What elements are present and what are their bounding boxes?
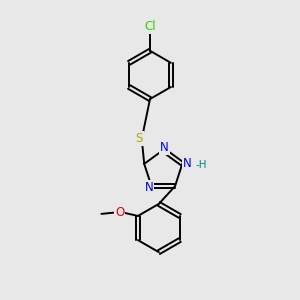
Text: N: N (145, 181, 154, 194)
Text: -H: -H (196, 160, 207, 170)
Text: N: N (160, 141, 169, 154)
Text: S: S (136, 132, 143, 145)
Text: O: O (115, 206, 124, 219)
Text: N: N (183, 157, 192, 170)
Text: Cl: Cl (144, 20, 156, 33)
